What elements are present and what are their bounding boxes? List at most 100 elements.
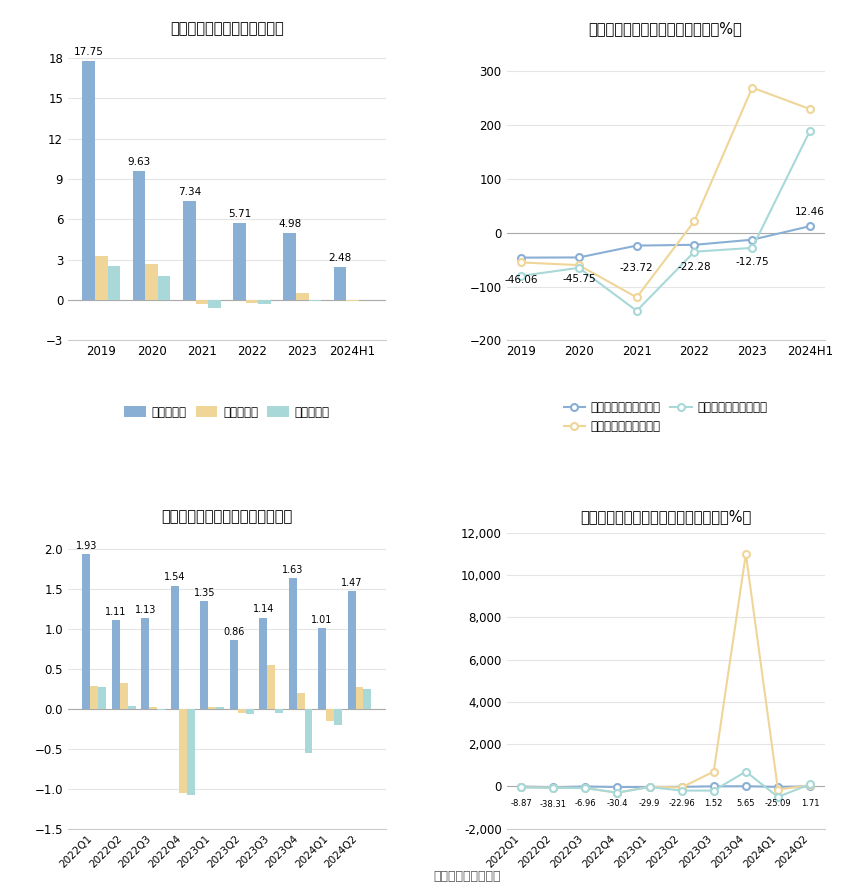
营业总收入同比增长率 (516, 781, 526, 792)
归母净利润同比增长率 (677, 782, 687, 793)
Bar (216, 707, 224, 708)
Line: 扣非净利润同比增长率: 扣非净利润同比增长率 (518, 127, 813, 315)
Bar (289, 578, 297, 708)
Text: 1.01: 1.01 (311, 615, 332, 625)
Text: 数据来源：恒生聚源: 数据来源：恒生聚源 (434, 871, 502, 883)
Title: 营收、净利同比增长率季度变动情况（%）: 营收、净利同比增长率季度变动情况（%） (580, 510, 751, 525)
Bar (157, 708, 165, 710)
Text: -8.87: -8.87 (510, 799, 532, 808)
Text: 1.35: 1.35 (194, 587, 215, 598)
Bar (208, 300, 221, 308)
Bar (267, 665, 275, 708)
Text: 2.48: 2.48 (328, 253, 352, 263)
Bar (304, 708, 313, 753)
Bar (82, 554, 90, 708)
Line: 归母净利润同比增长率: 归母净利润同比增长率 (518, 84, 813, 301)
Line: 营业总收入同比增长率: 营业总收入同比增长率 (518, 223, 813, 261)
扣非净利润同比增长率 (747, 242, 757, 253)
Bar (355, 687, 364, 708)
Text: 12.46: 12.46 (795, 207, 825, 217)
扣非净利润同比增长率 (677, 785, 687, 796)
营业总收入同比增长率 (747, 234, 757, 245)
Text: 1.14: 1.14 (252, 604, 274, 614)
Text: -6.96: -6.96 (575, 799, 596, 808)
营业总收入同比增长率 (773, 781, 783, 792)
Title: 历年营收、净利情况（亿元）: 历年营收、净利情况（亿元） (170, 21, 284, 37)
营业总收入同比增长率 (805, 781, 815, 792)
扣非净利润同比增长率 (516, 782, 526, 793)
Bar (128, 707, 136, 708)
Title: 历年营收、净利同比增长率情况（%）: 历年营收、净利同比增长率情况（%） (589, 21, 742, 37)
扣非净利润同比增长率 (805, 779, 815, 789)
归母净利润同比增长率 (581, 782, 591, 793)
扣非净利润同比增长率 (632, 306, 642, 316)
Bar (178, 708, 187, 793)
Text: 9.63: 9.63 (128, 157, 150, 167)
Bar (120, 683, 128, 708)
Text: -22.28: -22.28 (677, 262, 711, 272)
营业总收入同比增长率 (548, 781, 558, 792)
扣非净利润同比增长率 (709, 785, 719, 796)
归母净利润同比增长率 (632, 292, 642, 303)
归母净利润同比增长率 (747, 82, 757, 93)
营业总收入同比增长率 (574, 252, 584, 263)
归母净利润同比增长率 (805, 103, 815, 114)
扣非净利润同比增长率 (581, 782, 591, 793)
Text: 1.54: 1.54 (164, 572, 185, 583)
Text: -12.75: -12.75 (735, 257, 769, 266)
扣非净利润同比增长率 (773, 791, 783, 802)
Bar (99, 687, 106, 708)
Text: -45.75: -45.75 (562, 274, 596, 284)
归母净利润同比增长率 (548, 782, 558, 793)
营业总收入同比增长率 (740, 781, 751, 791)
营业总收入同比增长率 (612, 781, 622, 792)
Bar (108, 266, 120, 300)
归母净利润同比增长率 (689, 216, 700, 226)
Bar (238, 708, 246, 713)
扣非净利润同比增长率 (516, 271, 526, 282)
Bar (90, 686, 99, 708)
Text: 1.11: 1.11 (105, 607, 127, 617)
Bar (334, 708, 342, 724)
营业总收入同比增长率 (677, 781, 687, 792)
归母净利润同比增长率 (516, 782, 526, 793)
Text: -46.06: -46.06 (504, 274, 538, 284)
扣非净利润同比增长率 (805, 126, 815, 136)
Bar (334, 266, 346, 300)
Bar (95, 256, 108, 300)
Text: 1.52: 1.52 (705, 798, 722, 808)
Line: 营业总收入同比增长率: 营业总收入同比增长率 (518, 783, 813, 790)
扣非净利润同比增长率 (740, 766, 751, 777)
Bar (133, 170, 145, 300)
Bar (145, 264, 158, 300)
Bar (246, 300, 258, 304)
Bar (326, 708, 334, 721)
Title: 营收、净利季度变动情况（亿元）: 营收、净利季度变动情况（亿元） (162, 510, 292, 525)
Text: 0.86: 0.86 (223, 626, 245, 637)
归母净利润同比增长率 (574, 260, 584, 271)
Bar (201, 601, 208, 708)
Text: 4.98: 4.98 (278, 219, 302, 229)
Text: 1.13: 1.13 (134, 605, 156, 615)
Bar (259, 617, 267, 708)
归母净利润同比增长率 (773, 784, 783, 795)
Text: -30.4: -30.4 (607, 799, 628, 808)
Bar (187, 708, 195, 795)
Bar (246, 708, 253, 715)
归母净利润同比增长率 (516, 257, 526, 268)
Text: -25.09: -25.09 (765, 799, 791, 808)
Bar (171, 585, 178, 708)
归母净利润同比增长率 (709, 766, 719, 777)
Bar (309, 300, 321, 301)
Text: 5.65: 5.65 (737, 798, 755, 807)
Line: 归母净利润同比增长率: 归母净利润同比增长率 (518, 551, 813, 797)
扣非净利润同比增长率 (548, 782, 558, 793)
Bar (318, 628, 326, 708)
营业总收入同比增长率 (805, 221, 815, 232)
Bar (296, 293, 309, 300)
Legend: 营业总收入同比增长率, 归母净利润同比增长率, 扣非净利润同比增长率: 营业总收入同比增长率, 归母净利润同比增长率, 扣非净利润同比增长率 (559, 396, 772, 438)
Text: 17.75: 17.75 (74, 47, 104, 57)
Bar (230, 640, 238, 708)
Text: -23.72: -23.72 (620, 263, 654, 273)
Text: 1.47: 1.47 (341, 578, 362, 588)
